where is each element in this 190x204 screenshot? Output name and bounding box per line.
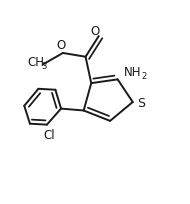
Text: NH: NH (124, 66, 142, 79)
Text: 2: 2 (142, 72, 147, 81)
Text: O: O (57, 39, 66, 52)
Text: CH: CH (27, 55, 44, 69)
Text: S: S (137, 97, 145, 110)
Text: 3: 3 (41, 62, 46, 71)
Text: O: O (91, 25, 100, 38)
Text: Cl: Cl (43, 129, 55, 142)
